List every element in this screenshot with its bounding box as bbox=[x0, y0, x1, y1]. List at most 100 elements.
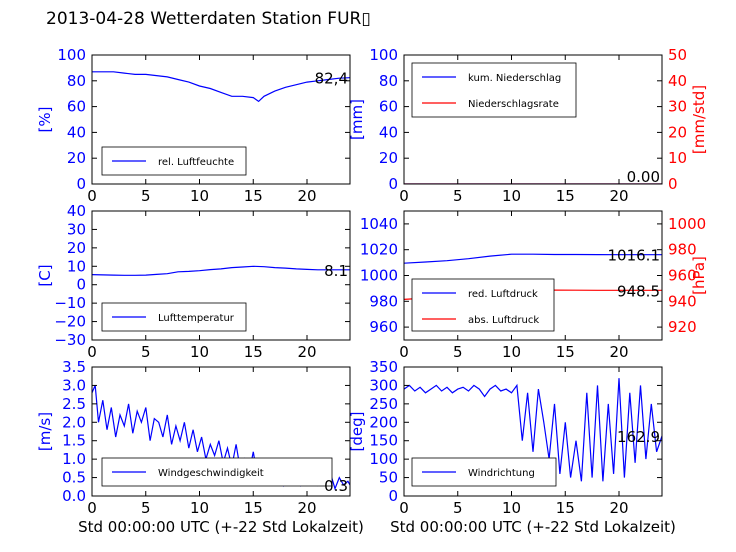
legend-entry: Windrichtung bbox=[468, 468, 535, 479]
panel-frame-winddirection bbox=[403, 366, 663, 497]
y-tick-label: 30 bbox=[67, 220, 86, 238]
legend-entry: red. Luftdruck bbox=[468, 289, 538, 300]
last-value-label: 82,4 bbox=[315, 70, 348, 88]
panel-frame-humidity bbox=[91, 54, 351, 185]
x-tick-label: 20 bbox=[609, 343, 628, 361]
y-tick-label: 0.5 bbox=[62, 469, 86, 487]
y2-tick-label: 940 bbox=[668, 292, 697, 310]
x-tick-label: 5 bbox=[141, 343, 151, 361]
y-tick-label: 0 bbox=[76, 175, 86, 193]
second-value-label: 948.5 bbox=[617, 282, 660, 300]
legend-entry: kum. Niederschlag bbox=[468, 73, 561, 84]
x-tick-label: 5 bbox=[453, 499, 463, 517]
x-tick-label: 15 bbox=[556, 343, 575, 361]
x-tick-label: 10 bbox=[190, 499, 209, 517]
x-tick-label: 10 bbox=[502, 499, 521, 517]
x-tick-label: 0 bbox=[87, 187, 97, 205]
x-axis-label: Std 00:00:00 UTC (+-22 Std Lokalzeit) bbox=[78, 518, 364, 536]
y-tick-label: 100 bbox=[369, 46, 398, 64]
y-tick-label: 80 bbox=[379, 72, 398, 90]
y-axis-label: [mm] bbox=[348, 99, 366, 140]
y2-tick-label: 960 bbox=[668, 267, 697, 285]
legend-box bbox=[411, 278, 555, 332]
legend-entry: abs. Luftdruck bbox=[468, 315, 539, 326]
y2-tick-label: 10 bbox=[668, 149, 687, 167]
y-tick-label: 40 bbox=[67, 202, 86, 220]
legend-entry: Windgeschwindigkeit bbox=[158, 468, 264, 479]
x-tick-label: 5 bbox=[453, 343, 463, 361]
y2-axis-label: [hPa] bbox=[690, 256, 708, 295]
x-tick-label: 20 bbox=[609, 187, 628, 205]
x-axis-label: Std 00:00:00 UTC (+-22 Std Lokalzeit) bbox=[390, 518, 676, 536]
panel-frame-precipitation bbox=[403, 54, 663, 185]
x-tick-label: 10 bbox=[190, 343, 209, 361]
y-tick-label: 60 bbox=[379, 98, 398, 116]
y-tick-label: 20 bbox=[67, 239, 86, 257]
y-tick-label: −30 bbox=[54, 331, 86, 349]
y2-tick-label: 1000 bbox=[668, 215, 706, 233]
x-tick-label: 20 bbox=[297, 187, 316, 205]
y-tick-label: 1.0 bbox=[62, 450, 86, 468]
y-tick-label: 1020 bbox=[360, 241, 398, 259]
x-tick-label: 0 bbox=[87, 499, 97, 517]
legend-entry: Niederschlagsrate bbox=[468, 99, 559, 110]
y-tick-label: 0 bbox=[388, 175, 398, 193]
y-tick-label: 1.5 bbox=[62, 432, 86, 450]
last-value-label: 0.00 bbox=[627, 168, 660, 186]
y-tick-label: 1040 bbox=[360, 215, 398, 233]
y-tick-label: 0.0 bbox=[62, 487, 86, 505]
x-tick-label: 15 bbox=[556, 499, 575, 517]
y-tick-label: 10 bbox=[67, 257, 86, 275]
y-tick-label: 2.0 bbox=[62, 413, 86, 431]
y-tick-label: 50 bbox=[379, 469, 398, 487]
x-tick-label: 15 bbox=[244, 187, 263, 205]
y2-tick-label: 920 bbox=[668, 318, 697, 336]
x-tick-label: 20 bbox=[297, 499, 316, 517]
x-tick-label: 0 bbox=[399, 187, 409, 205]
y-tick-label: 3.5 bbox=[62, 358, 86, 376]
y2-tick-label: 30 bbox=[668, 98, 687, 116]
x-tick-label: 5 bbox=[141, 187, 151, 205]
y-axis-label: [deg] bbox=[348, 412, 366, 452]
y-tick-label: 20 bbox=[67, 149, 86, 167]
y-tick-label: 980 bbox=[369, 292, 398, 310]
y-tick-label: 60 bbox=[67, 98, 86, 116]
y-tick-label: 200 bbox=[369, 413, 398, 431]
y-tick-label: 40 bbox=[67, 123, 86, 141]
y2-axis-label: [mm/std] bbox=[690, 85, 708, 154]
page-title: 2013-04-28 Wetterdaten Station FUR▯ bbox=[46, 9, 371, 29]
y2-tick-label: 50 bbox=[668, 46, 687, 64]
y-tick-label: 80 bbox=[67, 72, 86, 90]
x-tick-label: 10 bbox=[502, 343, 521, 361]
y2-tick-label: 40 bbox=[668, 72, 687, 90]
y2-tick-label: 20 bbox=[668, 123, 687, 141]
x-tick-label: 0 bbox=[399, 343, 409, 361]
x-tick-label: 10 bbox=[190, 187, 209, 205]
y-axis-label: [%] bbox=[36, 107, 54, 133]
y-tick-label: 40 bbox=[379, 123, 398, 141]
last-value-label: 1016.1 bbox=[608, 247, 661, 265]
x-tick-label: 15 bbox=[244, 499, 263, 517]
x-tick-label: 5 bbox=[141, 499, 151, 517]
y-axis-label: [C] bbox=[36, 264, 54, 286]
panel-frame-temperature bbox=[91, 210, 351, 341]
y2-tick-label: 980 bbox=[668, 241, 697, 259]
y-tick-label: 960 bbox=[369, 318, 398, 336]
x-tick-label: 0 bbox=[399, 499, 409, 517]
series-line-humidity bbox=[92, 71, 350, 103]
panel-frame-windspeed bbox=[91, 366, 351, 497]
x-tick-label: 0 bbox=[87, 343, 97, 361]
y2-tick-label: 0 bbox=[668, 175, 678, 193]
y-axis-label: [m/s] bbox=[36, 412, 54, 451]
y-tick-label: 150 bbox=[369, 432, 398, 450]
y-tick-label: 350 bbox=[369, 358, 398, 376]
y-tick-label: 100 bbox=[369, 450, 398, 468]
x-tick-label: 20 bbox=[297, 343, 316, 361]
series-line-winddirection bbox=[404, 378, 662, 482]
y-tick-label: 1000 bbox=[360, 267, 398, 285]
y-tick-label: 100 bbox=[57, 46, 86, 64]
y-tick-label: −20 bbox=[54, 313, 86, 331]
x-tick-label: 15 bbox=[556, 187, 575, 205]
legend-entry: rel. Luftfeuchte bbox=[158, 157, 234, 168]
